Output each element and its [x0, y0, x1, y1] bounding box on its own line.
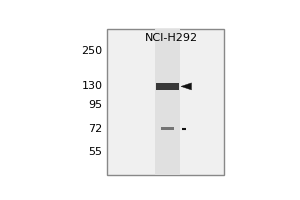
FancyBboxPatch shape: [155, 29, 181, 175]
Text: NCI-H292: NCI-H292: [145, 33, 198, 43]
Text: 72: 72: [88, 124, 103, 134]
Polygon shape: [181, 83, 191, 90]
Text: 95: 95: [88, 100, 103, 110]
FancyBboxPatch shape: [156, 83, 179, 90]
FancyBboxPatch shape: [107, 29, 224, 175]
Text: 130: 130: [82, 81, 103, 91]
Text: 55: 55: [88, 147, 103, 157]
Text: 250: 250: [82, 46, 103, 56]
FancyBboxPatch shape: [161, 127, 174, 130]
